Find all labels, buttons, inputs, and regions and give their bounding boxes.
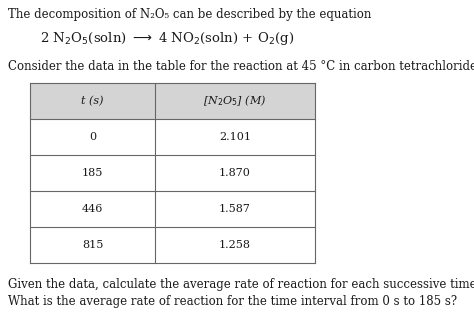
Text: What is the average rate of reaction for the time interval from 0 s to 185 s?: What is the average rate of reaction for… [8,295,457,308]
Text: t (s): t (s) [81,96,104,106]
Text: Consider the data in the table for the reaction at 45 °C in carbon tetrachloride: Consider the data in the table for the r… [8,60,474,73]
Text: The decomposition of N₂O₅ can be described by the equation: The decomposition of N₂O₅ can be describ… [8,8,371,21]
Text: 446: 446 [82,204,103,214]
Bar [30,191,315,227]
Text: 2.101: 2.101 [219,132,251,142]
Text: 1.587: 1.587 [219,204,251,214]
Text: 185: 185 [82,168,103,178]
Text: [N$_2$O$_5$] (M): [N$_2$O$_5$] (M) [203,94,267,108]
Text: 2 N$_2$O$_5$(soln) $\longrightarrow$ 4 NO$_2$(soln) + O$_2$(g): 2 N$_2$O$_5$(soln) $\longrightarrow$ 4 N… [40,30,294,47]
Text: Given the data, calculate the average rate of reaction for each successive time : Given the data, calculate the average ra… [8,278,474,291]
Bar [30,155,315,191]
Bar [30,119,315,155]
Text: 0: 0 [89,132,96,142]
Bar [30,83,315,119]
Bar [30,227,315,263]
Text: 1.258: 1.258 [219,240,251,250]
Text: 815: 815 [82,240,103,250]
Text: 1.870: 1.870 [219,168,251,178]
